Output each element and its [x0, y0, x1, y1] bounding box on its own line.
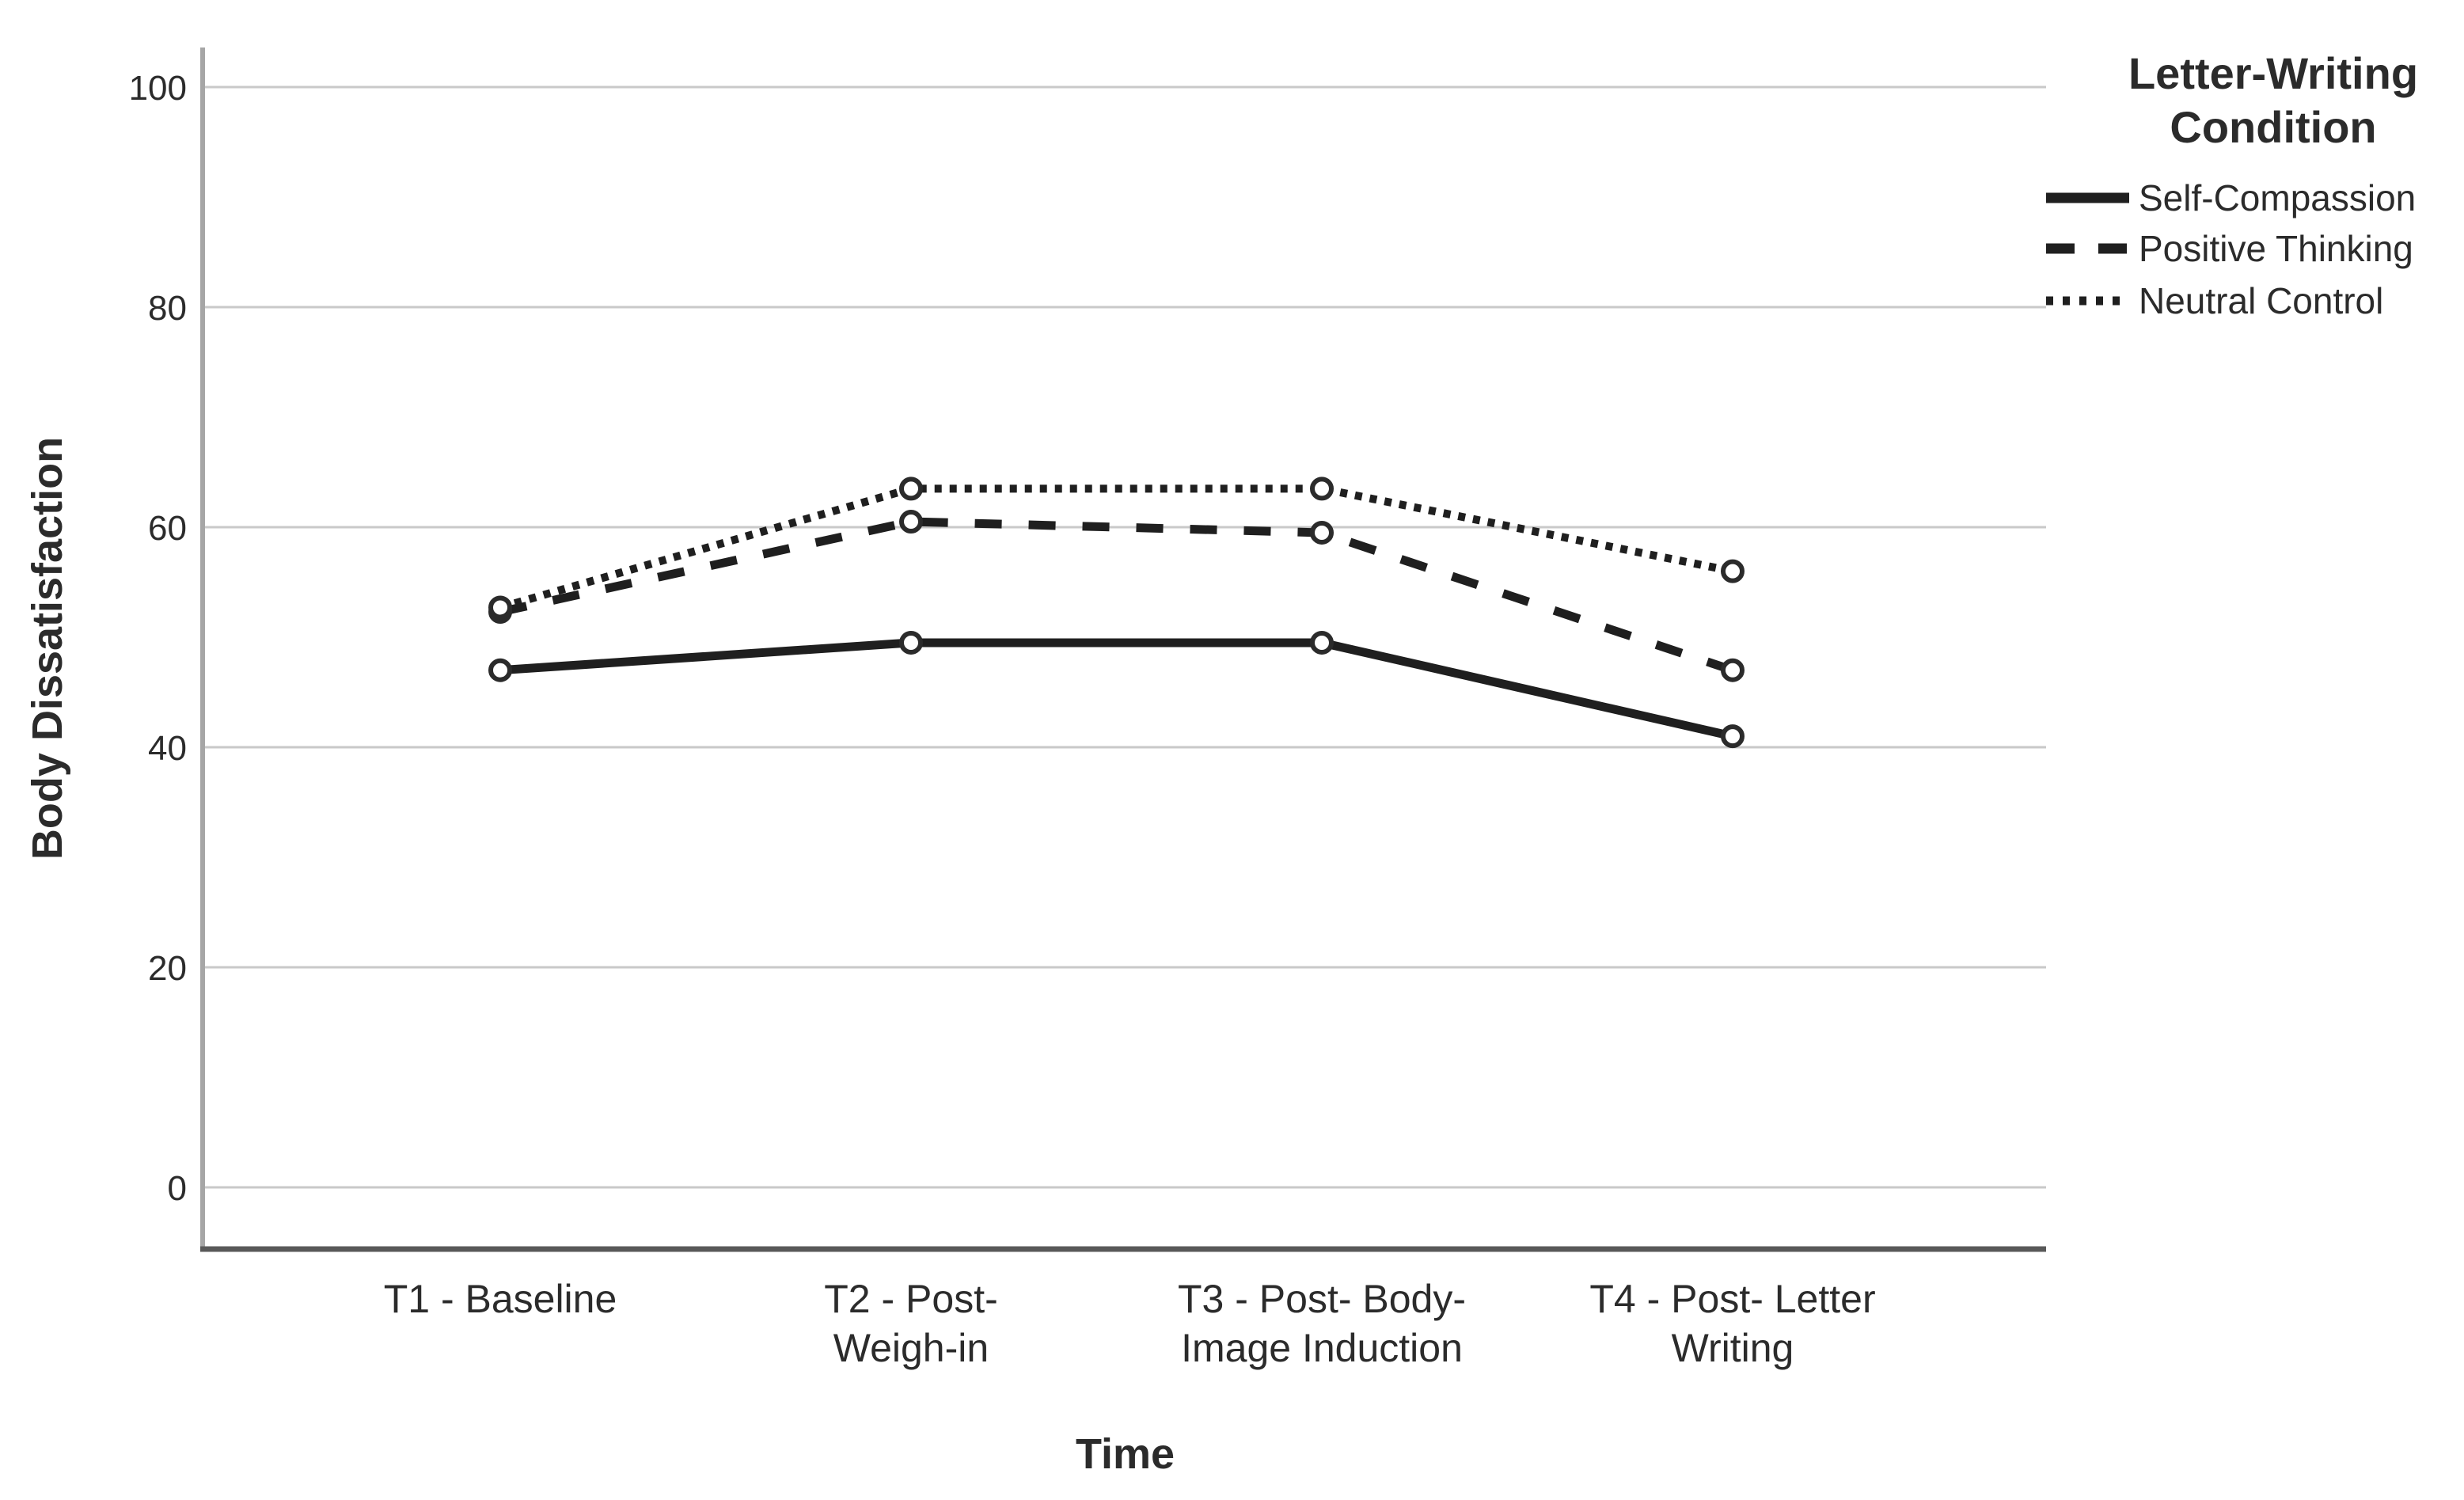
data-point-marker	[1721, 559, 1745, 583]
data-point-marker	[899, 510, 923, 534]
y-tick-label: 20	[148, 949, 187, 988]
y-tick-label: 100	[129, 69, 187, 108]
y-axis-title: Body Dissatisfaction	[24, 437, 71, 860]
legend-label: Neutral Control	[2139, 280, 2383, 321]
series-line-positive-thinking	[499, 517, 1734, 674]
data-point-marker	[1310, 630, 1334, 655]
legend-label: Self-Compassion	[2139, 177, 2416, 218]
data-point-marker	[899, 477, 923, 501]
legend-label: Positive Thinking	[2139, 228, 2413, 269]
legend-item-neutral-control: Neutral Control	[2046, 280, 2383, 321]
data-point-marker	[488, 595, 512, 620]
x-category-label: T3 - Post- Body-Image Induction	[1178, 1277, 1466, 1370]
y-tick-label: 0	[168, 1169, 187, 1208]
x-category-label: T4 - Post- Letter Writing	[1589, 1277, 1875, 1370]
series-line-neutral-control	[499, 484, 1733, 612]
data-point-marker	[488, 658, 512, 682]
x-axis-title: Time	[1076, 1430, 1175, 1478]
x-category-label: T1 - Baseline	[384, 1277, 617, 1321]
legend-title: Letter-Writing Condition	[2128, 48, 2418, 152]
y-tick-label: 80	[148, 289, 187, 328]
data-point-marker	[1721, 724, 1745, 749]
x-category-label: T2 - Post-Weigh-in	[824, 1277, 997, 1370]
series-line-self-compassion	[499, 638, 1734, 741]
data-point-marker	[1310, 520, 1334, 545]
legend-item-self-compassion: Self-Compassion	[2046, 177, 2416, 218]
data-point-marker	[1310, 477, 1334, 501]
data-point-marker	[899, 630, 923, 655]
y-tick-label: 40	[148, 729, 187, 768]
legend-item-positive-thinking: Positive Thinking	[2046, 228, 2413, 269]
y-tick-label: 60	[148, 509, 187, 548]
data-point-marker	[1721, 658, 1745, 682]
